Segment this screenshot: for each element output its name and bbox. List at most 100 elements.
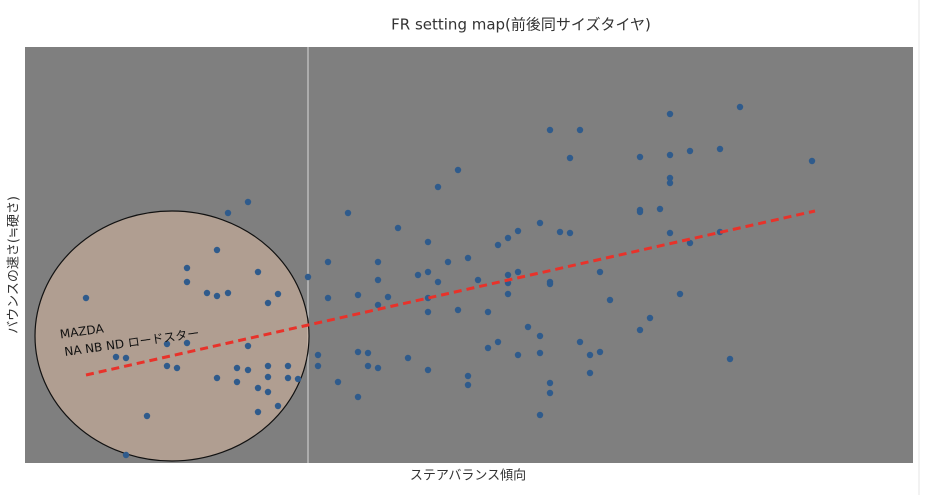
point [324, 258, 332, 266]
point [546, 379, 554, 387]
point [646, 314, 654, 322]
point [264, 388, 272, 396]
point [163, 362, 171, 370]
point [666, 174, 674, 182]
point [546, 280, 554, 288]
point [686, 147, 694, 155]
point [514, 227, 522, 235]
trendline [85, 209, 816, 377]
point [676, 290, 684, 298]
point [504, 234, 512, 242]
point [213, 292, 221, 300]
point [454, 306, 462, 314]
point [254, 268, 262, 276]
point [726, 355, 734, 363]
point [264, 373, 272, 381]
point [636, 208, 644, 216]
point [183, 339, 191, 347]
point [122, 354, 130, 362]
point [82, 294, 90, 302]
point [203, 289, 211, 297]
point [586, 369, 594, 377]
point [274, 402, 282, 410]
point [666, 229, 674, 237]
point [344, 209, 352, 217]
point [314, 362, 322, 370]
highlight-ellipse [34, 210, 310, 462]
annotation-line: MAZDA [59, 321, 105, 341]
point [808, 157, 816, 165]
point [354, 393, 362, 401]
point [596, 268, 604, 276]
point [424, 308, 432, 316]
point [264, 362, 272, 370]
point [546, 126, 554, 134]
x-axis-label: ステアバランス傾向 [410, 468, 526, 484]
point [566, 154, 574, 162]
point [374, 364, 382, 372]
point [404, 354, 412, 362]
point [354, 291, 362, 299]
point [284, 362, 292, 370]
point [334, 378, 342, 386]
point [424, 268, 432, 276]
point [666, 110, 674, 118]
point [666, 179, 674, 187]
point [504, 290, 512, 298]
point [374, 258, 382, 266]
point [536, 411, 544, 419]
point [566, 229, 574, 237]
point [636, 326, 644, 334]
point [424, 238, 432, 246]
point [434, 278, 442, 286]
chart-title: FR setting map(前後同サイズタイヤ) [391, 16, 651, 34]
point [364, 362, 372, 370]
point [556, 228, 564, 236]
point [254, 384, 262, 392]
point [304, 273, 312, 281]
point [546, 389, 554, 397]
point [474, 276, 482, 284]
point [414, 271, 422, 279]
point [163, 340, 171, 348]
point [233, 364, 241, 372]
point [494, 338, 502, 346]
point [183, 278, 191, 286]
point [666, 151, 674, 159]
point [324, 294, 332, 302]
point [374, 276, 382, 284]
point [244, 342, 252, 350]
point [536, 349, 544, 357]
point [183, 264, 191, 272]
point [536, 332, 544, 340]
point [576, 126, 584, 134]
point [606, 296, 614, 304]
point [536, 219, 544, 227]
point [424, 366, 432, 374]
point [274, 290, 282, 298]
point [294, 375, 302, 383]
point [374, 301, 382, 309]
point [686, 239, 694, 247]
point [394, 224, 402, 232]
point [233, 378, 241, 386]
point [314, 351, 322, 359]
point [173, 364, 181, 372]
point [434, 183, 442, 191]
point [716, 228, 724, 236]
point [656, 205, 664, 213]
point [716, 145, 724, 153]
point [112, 353, 120, 361]
point [464, 254, 472, 262]
point [143, 412, 151, 420]
point [244, 366, 252, 374]
point [364, 349, 372, 357]
point [224, 209, 232, 217]
point [354, 348, 362, 356]
point [384, 293, 392, 301]
point [264, 299, 272, 307]
point [494, 241, 502, 249]
point [454, 166, 462, 174]
point [514, 268, 522, 276]
